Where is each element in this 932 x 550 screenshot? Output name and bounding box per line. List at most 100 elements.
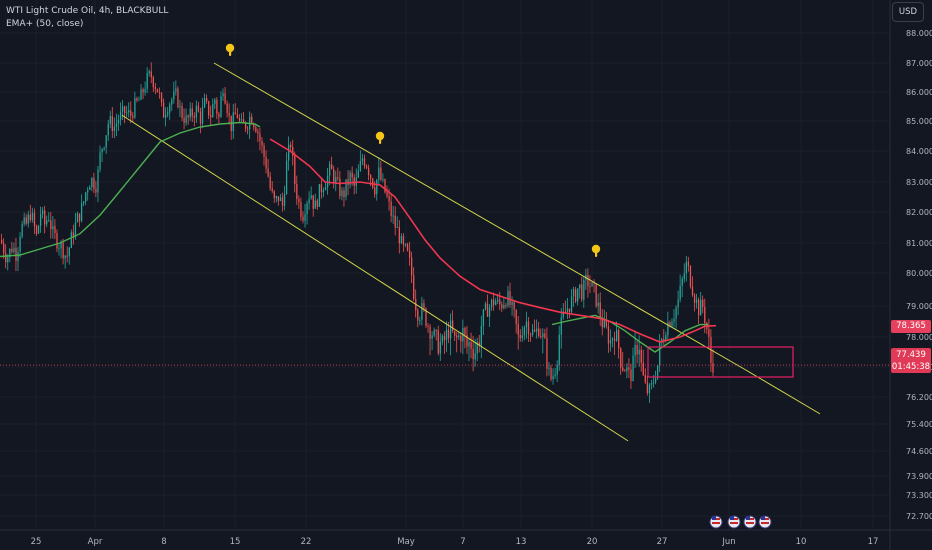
candle-body	[35, 225, 38, 234]
candle-body	[630, 369, 632, 382]
candle-body	[283, 194, 286, 206]
symbol-title: WTI Light Crude Oil, 4h, BLACKBULL	[6, 6, 169, 16]
candle-body	[558, 334, 560, 365]
candle-body	[521, 335, 523, 338]
candle-body	[484, 303, 487, 310]
currency-button[interactable]: USD	[892, 2, 924, 22]
channel-lower-line	[121, 114, 629, 442]
candle-body	[144, 89, 146, 93]
candle-body	[158, 92, 161, 94]
candle-body	[511, 301, 513, 305]
last-price: 77.439	[896, 350, 926, 360]
candle-body	[232, 112, 234, 131]
time-tick-label: Jun	[721, 537, 735, 547]
flag-stripe	[761, 522, 769, 524]
candle-body	[242, 119, 245, 123]
candle-body	[78, 213, 81, 221]
candle-body	[76, 213, 79, 223]
candle-body	[667, 322, 669, 336]
candle-body	[277, 196, 280, 201]
candle-body	[54, 226, 56, 234]
candle-body	[95, 188, 97, 193]
candle-body	[138, 99, 140, 101]
bar-countdown: 01:45:38	[891, 362, 931, 372]
candle-body	[142, 89, 144, 93]
candle-body	[488, 307, 491, 317]
price-tick-label: 80.000	[906, 269, 932, 278]
candle-body	[267, 168, 269, 177]
candle-body	[314, 200, 316, 209]
candle-body	[56, 233, 58, 249]
time-tick-label: 20	[587, 537, 598, 547]
candle-body	[579, 284, 581, 289]
candle-body	[111, 116, 113, 131]
candle-body	[115, 123, 118, 127]
candle-body	[37, 225, 40, 234]
candle-body	[400, 236, 403, 244]
candle-body	[183, 117, 185, 123]
candle-body	[689, 266, 692, 287]
candle-body	[132, 115, 134, 118]
candle-body	[74, 222, 77, 238]
candle-body	[298, 198, 300, 203]
candle-body	[165, 114, 167, 118]
candle-body	[199, 111, 202, 124]
candle-body	[406, 244, 409, 251]
candle-body	[441, 335, 444, 342]
candle-body	[113, 126, 116, 131]
candle-body	[341, 190, 343, 197]
candle-body	[290, 144, 292, 147]
candle-body	[419, 319, 421, 321]
candle-body	[87, 189, 89, 193]
candle-body	[560, 317, 562, 335]
candle-body	[583, 280, 585, 300]
candle-body	[538, 328, 540, 336]
candle-body	[566, 308, 569, 312]
candle-body	[261, 140, 263, 146]
candle-body	[505, 305, 507, 307]
candle-body	[517, 323, 519, 335]
candle-body	[495, 301, 497, 305]
candle-body	[185, 115, 187, 123]
candle-body	[128, 110, 130, 113]
candle-body	[466, 334, 468, 347]
candle-body	[162, 102, 165, 118]
candle-body	[616, 330, 618, 341]
candle-body	[201, 107, 204, 124]
ema-fast-line	[269, 138, 717, 343]
candle-body	[216, 99, 218, 114]
candle-body	[525, 321, 528, 328]
candle-body	[531, 329, 534, 335]
chart-legend: WTI Light Crude Oil, 4h, BLACKBULL EMA+ …	[6, 5, 168, 31]
candle-body	[687, 261, 690, 267]
candle-body	[238, 118, 241, 121]
candle-body	[698, 299, 700, 316]
candle-body	[335, 177, 337, 184]
candle-body	[402, 236, 405, 245]
time-tick-label: 22	[301, 537, 312, 547]
candle-body	[679, 285, 681, 300]
candle-body	[5, 253, 7, 263]
candle-body	[497, 299, 499, 302]
candle-body	[427, 325, 429, 327]
candle-body	[503, 305, 505, 309]
candle-body	[695, 299, 698, 303]
candle-body	[173, 91, 175, 100]
candle-body	[374, 187, 376, 195]
candle-body	[408, 250, 411, 258]
candle-body	[85, 192, 87, 202]
candle-body	[302, 216, 304, 221]
candle-body	[691, 286, 694, 296]
candle-body	[550, 367, 552, 380]
candle-body	[218, 113, 220, 118]
candle-body	[80, 203, 83, 221]
candle-body	[310, 195, 312, 199]
candle-body	[25, 217, 27, 224]
candle-body	[685, 261, 687, 274]
candle-body	[7, 257, 9, 263]
candle-body	[203, 97, 206, 108]
candle-body	[226, 103, 228, 114]
candle-body	[519, 334, 521, 338]
time-tick-label: 27	[657, 537, 668, 547]
